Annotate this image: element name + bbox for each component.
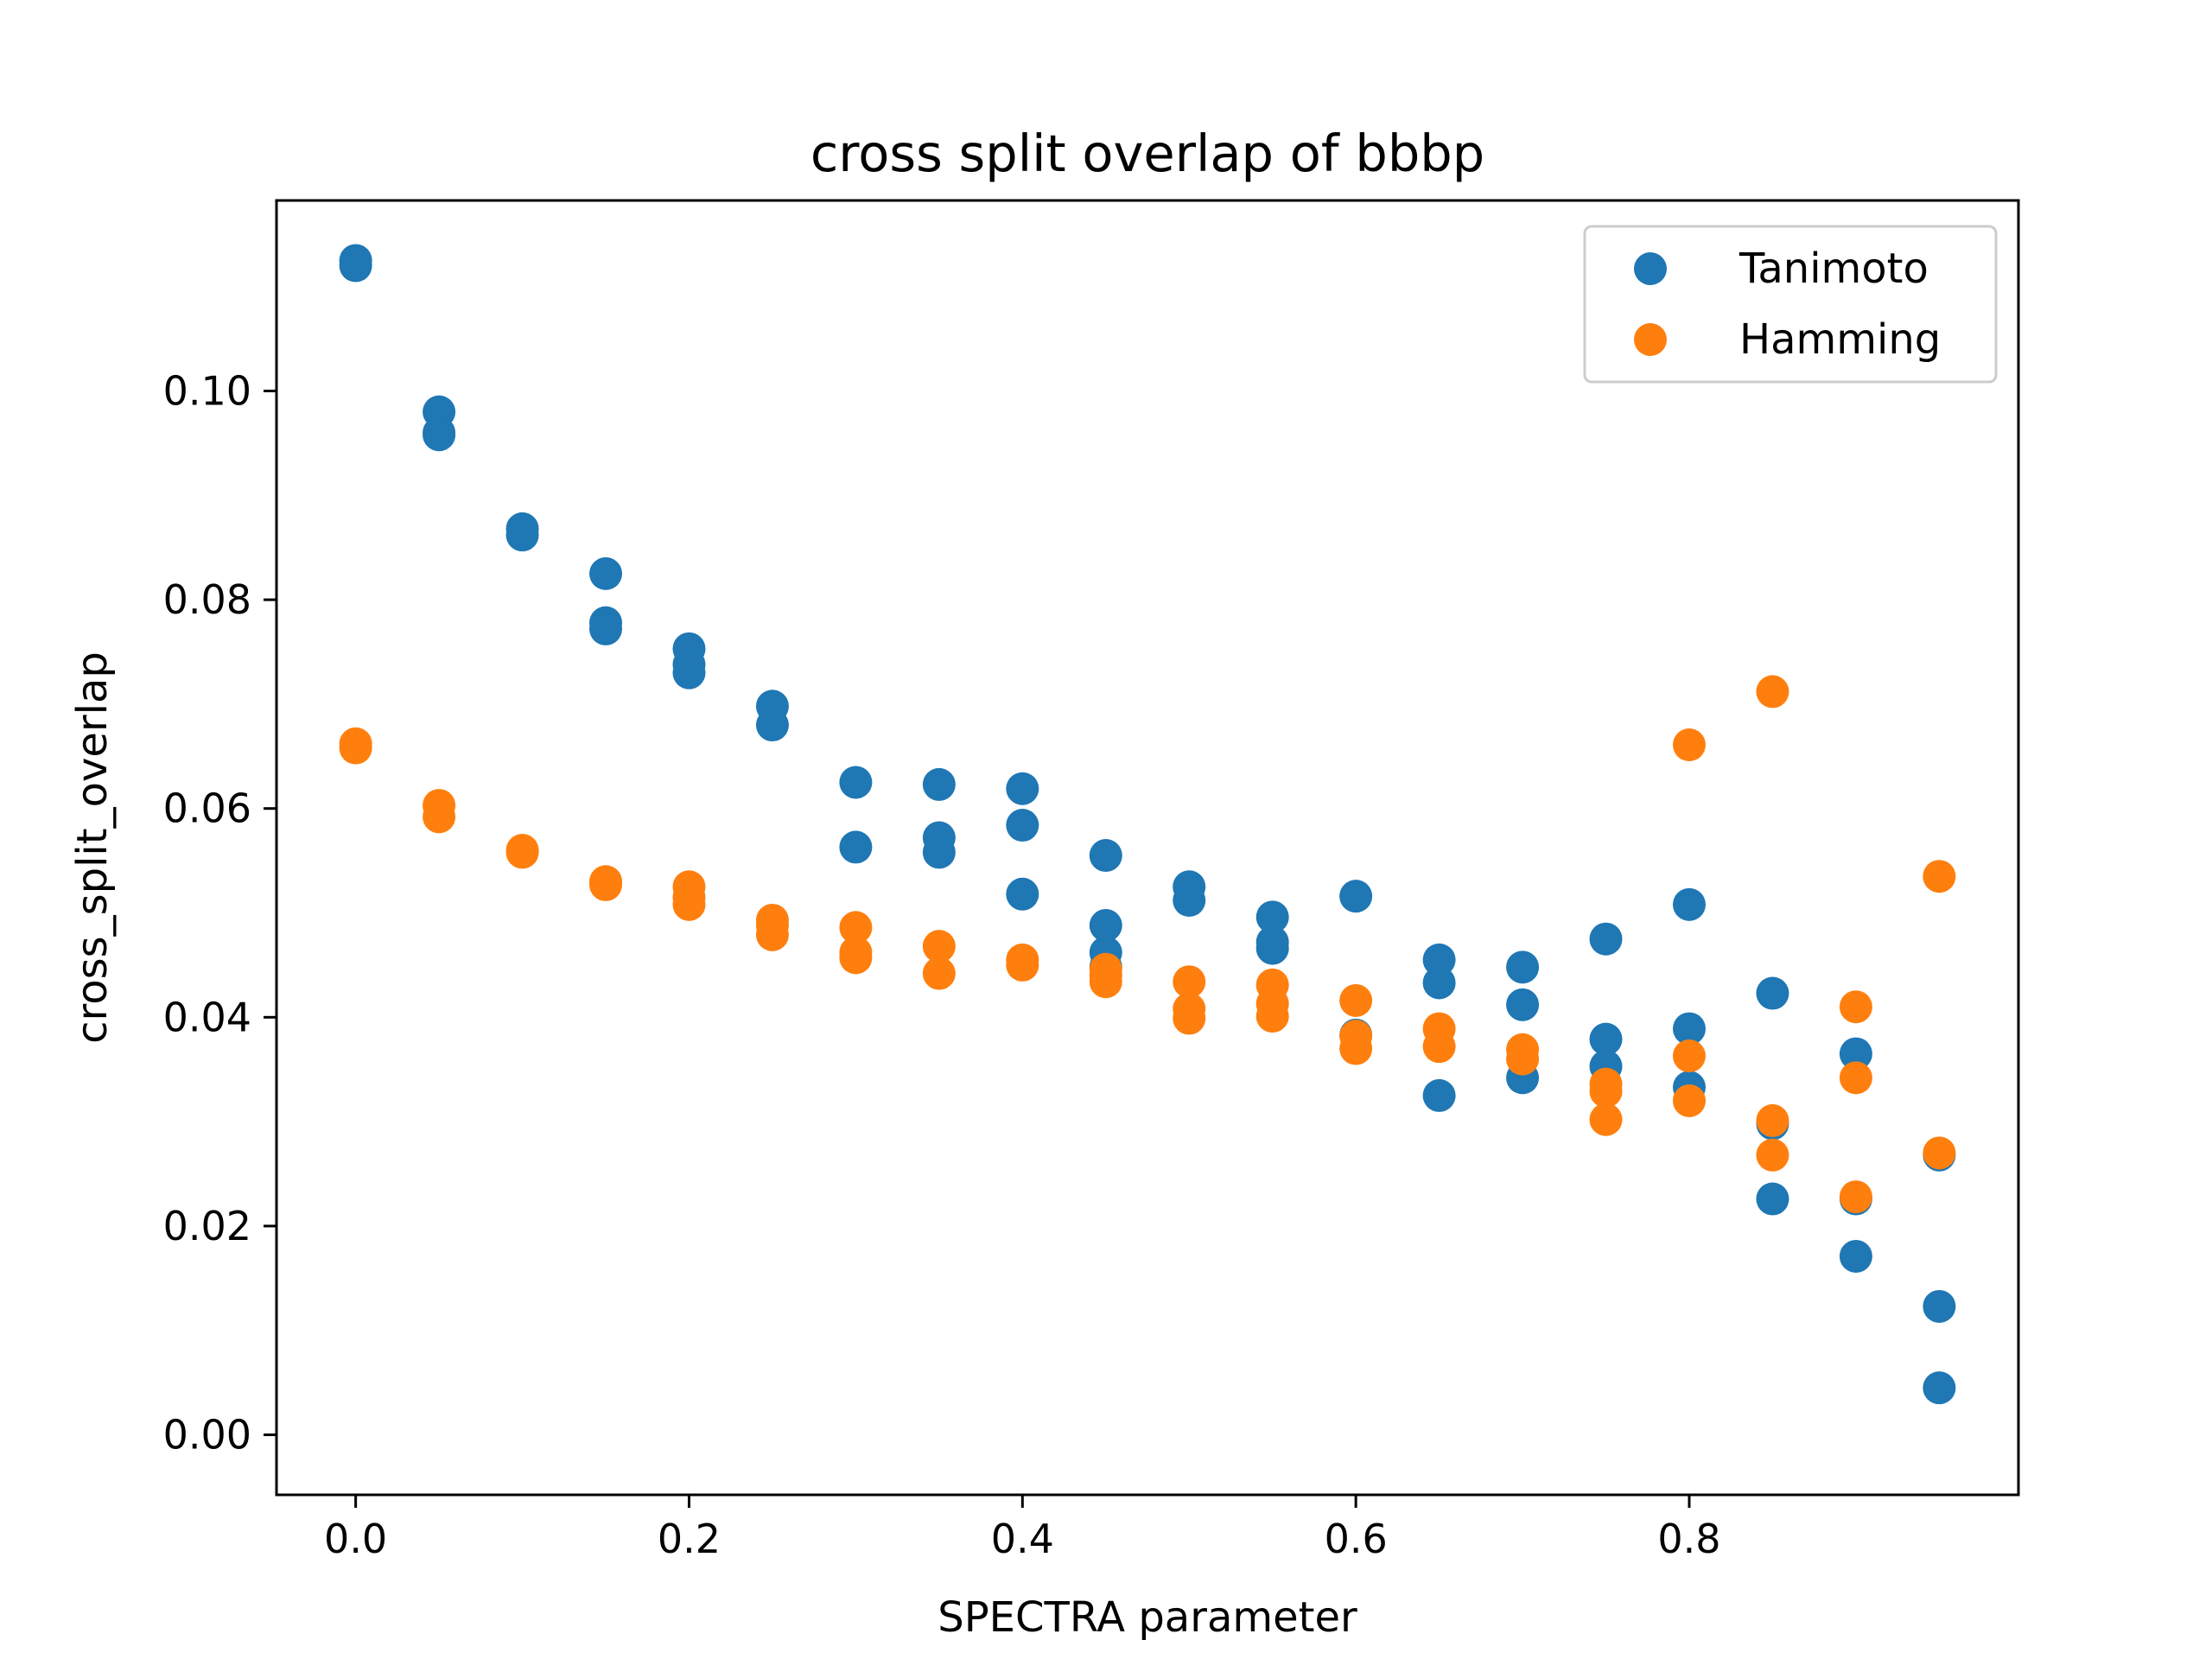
data-point-tanimoto xyxy=(1506,988,1540,1021)
data-point-hamming xyxy=(1422,1030,1456,1064)
data-point-hamming xyxy=(1006,948,1039,982)
data-point-tanimoto xyxy=(1672,1012,1706,1046)
data-point-hamming xyxy=(922,930,956,963)
y-axis-ticks: 0.00 0.02 0.04 0.06 0.08 0.10 xyxy=(163,367,276,1459)
data-point-tanimoto xyxy=(1006,809,1039,842)
data-point-tanimoto xyxy=(339,249,372,283)
data-point-tanimoto xyxy=(1589,1022,1623,1056)
data-point-hamming xyxy=(1839,990,1872,1024)
data-point-hamming xyxy=(1089,965,1122,999)
legend: Tanimoto Hamming xyxy=(1583,225,1998,384)
data-point-tanimoto xyxy=(1672,887,1706,921)
data-point-hamming xyxy=(1339,983,1373,1017)
legend-box xyxy=(1583,225,1998,384)
x-tick-label: 0.2 xyxy=(658,1516,721,1562)
data-point-tanimoto xyxy=(839,830,873,864)
data-point-tanimoto xyxy=(839,766,873,799)
data-point-hamming xyxy=(1173,965,1206,999)
data-point-tanimoto xyxy=(922,836,956,869)
data-point-tanimoto xyxy=(1089,839,1122,873)
x-tick-label: 0.4 xyxy=(991,1516,1054,1562)
legend-label-hamming: Hamming xyxy=(1739,315,1941,364)
data-point-hamming xyxy=(1672,1039,1706,1073)
data-points xyxy=(339,244,1956,1405)
y-tick-label: 0.00 xyxy=(163,1412,251,1459)
data-point-hamming xyxy=(1506,1042,1540,1076)
data-point-tanimoto xyxy=(589,556,623,590)
data-point-hamming xyxy=(1255,1000,1289,1033)
x-axis-label: SPECTRA parameter xyxy=(938,1593,1357,1642)
data-point-hamming xyxy=(1672,1084,1706,1117)
y-tick-label: 0.04 xyxy=(163,994,251,1040)
legend-label-tanimoto: Tanimoto xyxy=(1738,245,1929,293)
data-point-hamming xyxy=(1923,1136,1956,1170)
data-point-tanimoto xyxy=(505,518,539,552)
data-point-hamming xyxy=(1589,1075,1623,1109)
data-point-hamming xyxy=(1672,728,1706,762)
data-point-hamming xyxy=(672,887,706,921)
data-point-tanimoto xyxy=(1756,976,1789,1010)
x-tick-label: 0.6 xyxy=(1325,1516,1388,1562)
y-tick-label: 0.06 xyxy=(163,785,251,832)
y-tick-label: 0.02 xyxy=(163,1203,251,1249)
data-point-hamming xyxy=(1923,860,1956,893)
data-point-tanimoto xyxy=(1422,1078,1456,1112)
data-point-hamming xyxy=(1756,1138,1789,1172)
data-point-tanimoto xyxy=(1506,950,1540,984)
data-point-hamming xyxy=(922,957,956,990)
data-point-tanimoto xyxy=(1422,943,1456,976)
data-point-tanimoto xyxy=(1255,931,1289,965)
data-point-tanimoto xyxy=(755,709,789,742)
data-point-tanimoto xyxy=(1589,922,1623,956)
data-point-tanimoto xyxy=(1756,1182,1789,1216)
data-point-tanimoto xyxy=(922,767,956,801)
data-point-tanimoto xyxy=(1839,1037,1872,1071)
data-point-tanimoto xyxy=(1839,1239,1872,1273)
data-point-hamming xyxy=(1339,1032,1373,1065)
legend-marker-hamming xyxy=(1634,323,1667,356)
x-tick-label: 0.0 xyxy=(324,1516,387,1562)
data-point-hamming xyxy=(1839,1061,1872,1095)
data-point-hamming xyxy=(839,941,873,975)
data-point-hamming xyxy=(423,800,456,834)
data-point-tanimoto xyxy=(1089,909,1122,943)
data-point-hamming xyxy=(1756,675,1789,709)
data-point-hamming xyxy=(1756,1103,1789,1137)
data-point-tanimoto xyxy=(1422,966,1456,1000)
chart-title: cross split overlap of bbbp xyxy=(810,124,1484,183)
data-point-tanimoto xyxy=(1006,877,1039,911)
data-point-tanimoto xyxy=(1339,880,1373,913)
y-tick-label: 0.10 xyxy=(163,367,251,414)
data-point-tanimoto xyxy=(589,612,623,645)
data-point-tanimoto xyxy=(672,656,706,690)
data-point-hamming xyxy=(755,918,789,951)
data-point-tanimoto xyxy=(423,418,456,452)
data-point-hamming xyxy=(1173,1001,1206,1035)
data-point-hamming xyxy=(1839,1180,1872,1214)
data-point-hamming xyxy=(589,868,623,901)
data-point-hamming xyxy=(1589,1103,1623,1136)
data-point-hamming xyxy=(505,836,539,869)
data-point-tanimoto xyxy=(1255,900,1289,934)
data-point-hamming xyxy=(339,731,372,765)
axes-frame xyxy=(275,199,2020,1497)
legend-marker-tanimoto xyxy=(1634,252,1667,285)
x-axis-ticks: 0.0 0.2 0.4 0.6 0.8 xyxy=(324,1495,1721,1562)
series-hamming xyxy=(339,675,1956,1214)
y-axis-label: cross_split_overlap xyxy=(68,652,117,1044)
data-point-tanimoto xyxy=(1006,772,1039,805)
x-tick-label: 0.8 xyxy=(1657,1516,1720,1562)
data-point-tanimoto xyxy=(1923,1289,1956,1323)
y-tick-label: 0.08 xyxy=(163,576,251,623)
data-point-tanimoto xyxy=(1173,884,1206,918)
data-point-hamming xyxy=(839,911,873,944)
data-point-tanimoto xyxy=(1923,1371,1956,1405)
